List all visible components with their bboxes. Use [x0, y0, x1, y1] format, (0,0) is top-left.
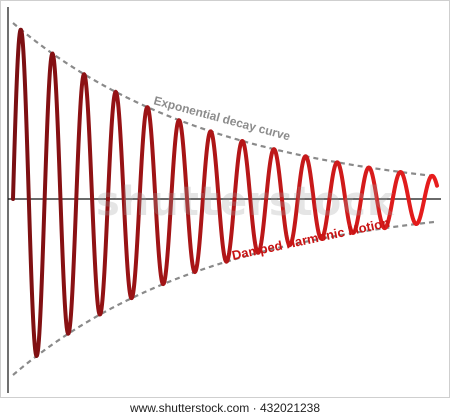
decay-curve-label: Exponential decay curve [152, 93, 292, 143]
chart-frame: Exponential decay curve Damped Harmonic … [0, 0, 450, 398]
damped-oscillation-line [11, 27, 439, 358]
footer-credit: www.shutterstock.com · 432021238 [0, 398, 450, 419]
damped-motion-chart: Exponential decay curve Damped Harmonic … [7, 7, 441, 393]
envelope-lower-curve [12, 220, 438, 376]
